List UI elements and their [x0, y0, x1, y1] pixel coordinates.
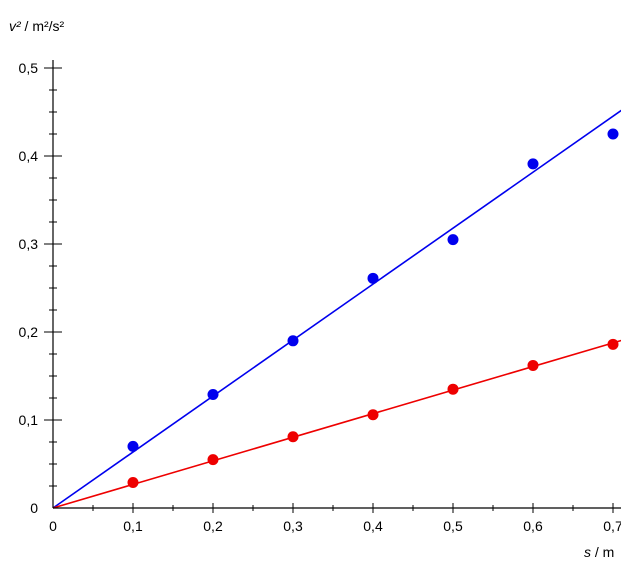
x-axis-ticks: 0 0,1 0,2 0,3 0,4 0,5 0,6 0,7	[49, 503, 621, 534]
x-tick-label: 0,6	[523, 518, 543, 534]
y-tick-label: 0,4	[19, 148, 39, 164]
x-axis-title: s / m	[584, 544, 614, 560]
data-point-series-2	[527, 359, 539, 371]
data-points	[127, 128, 619, 488]
y-tick-label: 0,2	[19, 324, 39, 340]
x-tick-label: 0,7	[603, 518, 621, 534]
data-point-series-2	[447, 383, 459, 395]
y-axis-title: v² / m²/s²	[9, 18, 65, 34]
data-point-series-1	[447, 234, 459, 246]
data-point-series-2	[207, 454, 219, 466]
x-tick-label: 0,3	[283, 518, 303, 534]
y-tick-label: 0	[30, 500, 38, 516]
y-tick-label: 0,5	[19, 60, 39, 76]
data-point-series-1	[367, 272, 379, 284]
x-tick-label: 0	[49, 518, 57, 534]
data-point-series-2	[287, 431, 299, 443]
data-point-series-2	[607, 338, 619, 350]
data-point-series-2	[367, 409, 379, 421]
data-point-series-1	[607, 128, 619, 140]
x-axis-variable: s	[584, 544, 591, 560]
fit-line-series-1	[52, 109, 621, 509]
y-axis-ticks: 0 0,1 0,2 0,3 0,4 0,5	[19, 60, 62, 516]
x-tick-label: 0,2	[203, 518, 223, 534]
data-point-series-1	[127, 440, 139, 452]
y-tick-label: 0,1	[19, 412, 39, 428]
x-tick-label: 0,4	[363, 518, 383, 534]
x-tick-label: 0,5	[443, 518, 463, 534]
axes	[52, 60, 621, 509]
x-tick-label: 0,1	[123, 518, 143, 534]
data-point-series-1	[527, 158, 539, 170]
y-axis-variable: v²	[9, 18, 22, 34]
x-axis-unit: / m	[591, 544, 614, 560]
data-point-series-1	[207, 388, 219, 400]
data-point-series-2	[127, 476, 139, 488]
y-tick-label: 0,3	[19, 236, 39, 252]
y-axis-unit: / m²/s²	[21, 18, 65, 34]
data-point-series-1	[287, 335, 299, 347]
